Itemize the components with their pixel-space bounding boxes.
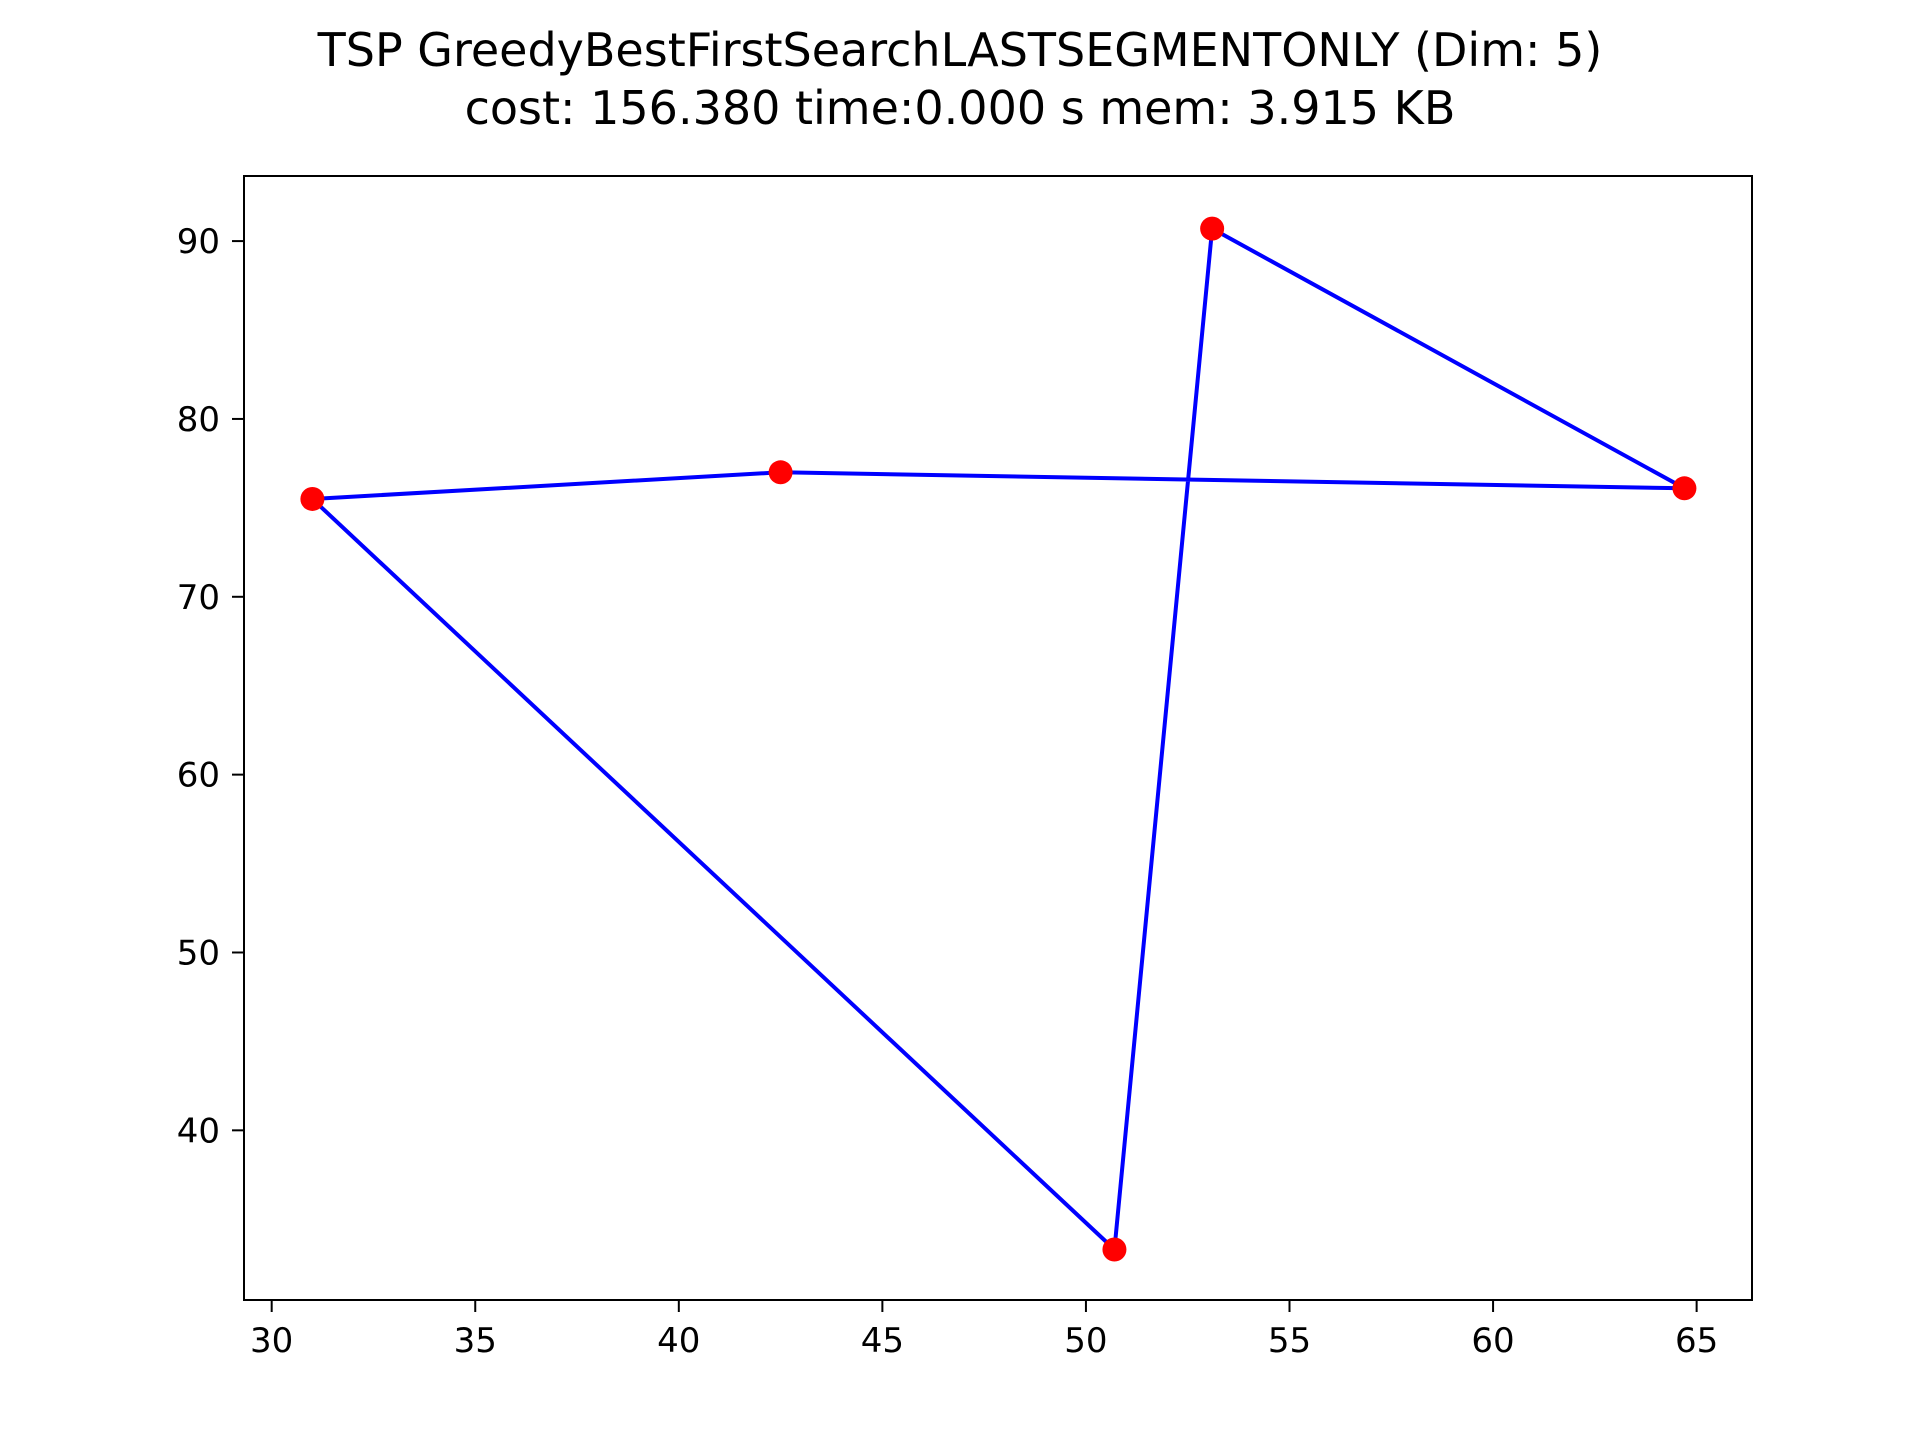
points-layer <box>300 216 1697 1262</box>
x-tick-label: 30 <box>250 1321 293 1361</box>
y-tick-label: 80 <box>177 400 220 440</box>
x-tick-label: 60 <box>1471 1321 1514 1361</box>
x-tick-label: 50 <box>1064 1321 1107 1361</box>
city-point <box>768 460 793 485</box>
chart-subtitle: cost: 156.380 time:0.000 s mem: 3.915 KB <box>465 81 1456 135</box>
x-tick-label: 45 <box>861 1321 904 1361</box>
y-tick-label: 60 <box>177 756 220 796</box>
route-line <box>310 226 1687 1251</box>
x-tick-label: 40 <box>657 1321 700 1361</box>
y-tick-label: 90 <box>177 222 220 262</box>
y-tick-label: 70 <box>177 578 220 618</box>
y-tick-label: 50 <box>177 933 220 973</box>
x-tick-label: 55 <box>1268 1321 1311 1361</box>
y-axis-ticks: 40 50 60 70 80 90 <box>177 222 244 1151</box>
x-tick-label: 65 <box>1675 1321 1718 1361</box>
city-point <box>300 486 325 511</box>
route-layer <box>310 226 1687 1251</box>
city-point <box>1102 1237 1127 1262</box>
plot-frame <box>243 175 1753 1301</box>
x-axis-ticks: 30 35 40 45 50 55 60 65 <box>250 1300 1718 1361</box>
x-tick-label: 35 <box>454 1321 497 1361</box>
city-point <box>1672 476 1697 501</box>
chart-title: TSP GreedyBestFirstSearchLASTSEGMENTONLY… <box>317 23 1603 77</box>
city-point <box>1200 216 1225 241</box>
y-tick-label: 40 <box>177 1111 220 1151</box>
